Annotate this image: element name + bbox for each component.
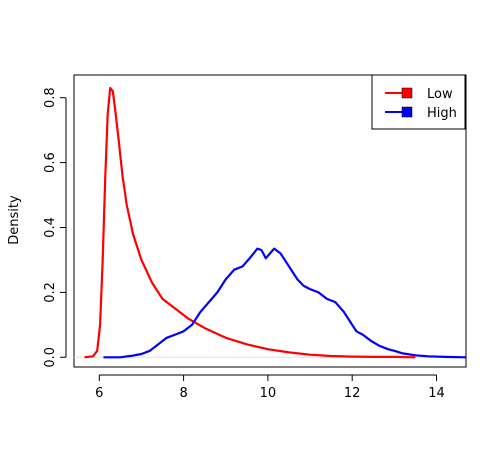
series-line-high	[103, 247, 467, 359]
y-axis-label: Density	[7, 195, 22, 245]
x-axis: 6 8 10 12 14	[95, 374, 445, 401]
x-tick-label: 6	[95, 386, 103, 401]
x-tick-label: 12	[344, 386, 361, 401]
y-tick-label: 0.6	[43, 152, 58, 173]
plot-frame	[73, 74, 467, 368]
y-tick-label: 0.0	[43, 347, 58, 368]
series-line-low	[84, 86, 416, 359]
y-tick-label: 0.8	[43, 87, 58, 108]
y-axis: 0.0 0.2 0.4 0.6 0.8	[43, 87, 67, 368]
y-tick-label: 0.2	[43, 282, 58, 303]
legend-swatch-high	[401, 106, 413, 118]
x-tick-label: 14	[428, 386, 445, 401]
legend-swatch-low	[401, 87, 413, 99]
legend: Low High	[371, 74, 466, 130]
legend-box	[371, 74, 466, 130]
x-tick-label: 10	[260, 386, 277, 401]
y-tick-label: 0.4	[43, 217, 58, 238]
legend-label-high: High	[427, 106, 457, 121]
legend-label-low: Low	[427, 87, 453, 102]
x-tick-label: 8	[179, 386, 187, 401]
series-layer	[84, 86, 467, 359]
